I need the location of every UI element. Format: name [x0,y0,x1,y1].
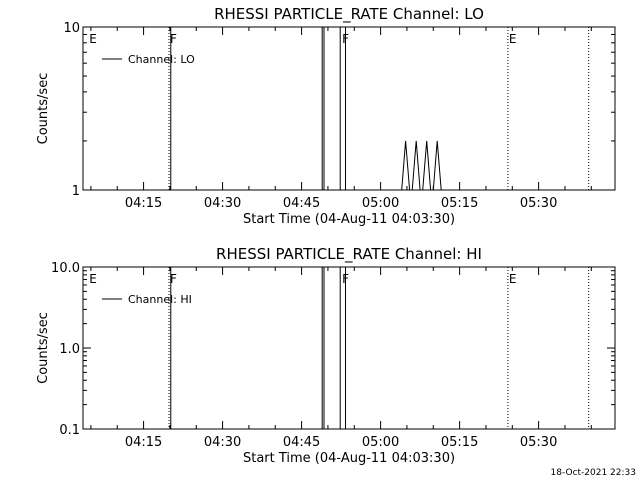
plot-frame-lo [82,26,616,191]
chart-title-lo: RHESSI PARTICLE_RATE Channel: LO [214,5,484,24]
plot-frame-hi [82,266,616,430]
x-axis-label-lo: Start Time (04-Aug-11 04:03:30) [243,212,455,227]
series-line-hi [83,266,615,430]
x-tick-label-hi: 05:15 [441,435,478,450]
x-tick-label-lo: 05:15 [441,196,478,211]
marker-label-e-hi: E [89,272,97,286]
y-axis-label-hi: Counts/sec [36,312,51,384]
x-tick-label-hi: 04:45 [283,435,320,450]
legend-label-hi: Channel: HI [128,293,192,306]
marker-label-f-hi: F [170,272,177,286]
y-tick-label-hi: 0.1 [59,423,80,438]
legend-label-lo: Channel: LO [128,53,195,66]
marker-label-e-lo: E [89,32,97,46]
x-tick-label-lo: 04:15 [125,196,162,211]
x-axis-label-hi: Start Time (04-Aug-11 04:03:30) [243,451,455,466]
x-tick-label-hi: 05:30 [520,435,557,450]
x-tick-label-lo: 05:00 [362,196,399,211]
x-tick-label-hi: 04:30 [204,435,241,450]
x-tick-label-hi: 05:00 [362,435,399,450]
y-tick-label-lo: 10 [63,21,80,36]
marker-label-e-lo: E [509,32,517,46]
x-tick-label-lo: 04:45 [283,196,320,211]
chart-title-hi: RHESSI PARTICLE_RATE Channel: HI [216,245,482,264]
y-tick-label-hi: 10.0 [51,261,80,276]
y-tick-label-lo: 1 [72,184,80,199]
marker-label-f-lo: F [170,32,177,46]
series-line-lo [83,26,615,191]
x-tick-label-lo: 04:30 [204,196,241,211]
x-tick-label-lo: 05:30 [520,196,557,211]
y-tick-label-hi: 1.0 [59,342,80,357]
x-tick-label-hi: 04:15 [125,435,162,450]
footer-timestamp: 18-Oct-2021 22:33 [551,468,636,478]
y-axis-label-lo: Counts/sec [36,73,51,145]
marker-label-e-hi: E [509,272,517,286]
